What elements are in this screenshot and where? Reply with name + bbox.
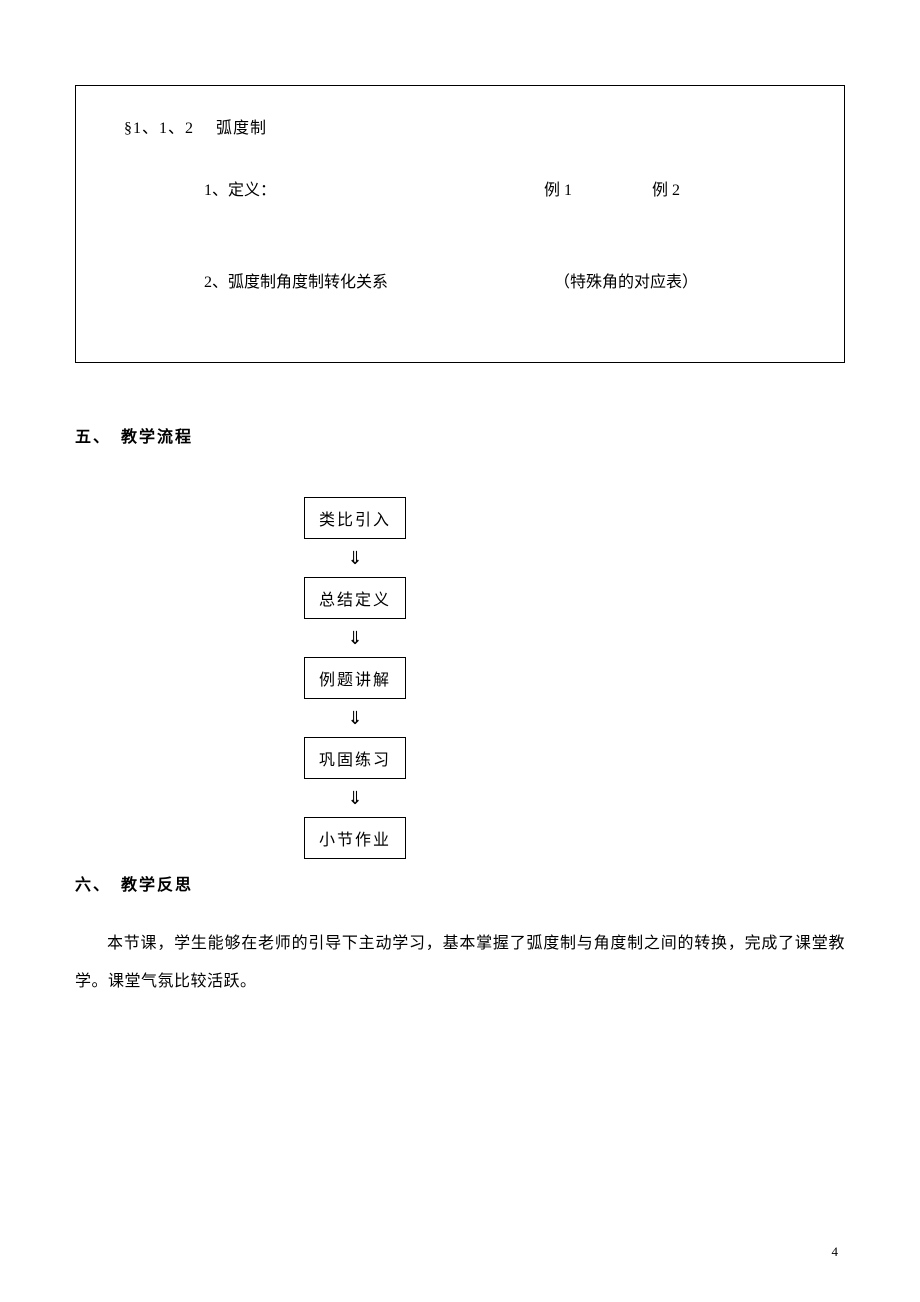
outline-row2-right: （特殊角的对应表） bbox=[544, 268, 698, 292]
flow-step-1: 类比引入 bbox=[304, 497, 406, 539]
section-6-heading: 六、 教学反思 bbox=[75, 871, 845, 895]
outline-box: §1、1、2 弧度制 1、定义： 例 1 例 2 2、弧度制角度制转化关系 （特… bbox=[75, 85, 845, 363]
reflection-paragraph: 本节课，学生能够在老师的引导下主动学习，基本掌握了弧度制与角度制之间的转换，完成… bbox=[75, 925, 845, 1002]
flow-arrow-icon: ⇓ bbox=[347, 789, 362, 807]
flow-step-4: 巩固练习 bbox=[304, 737, 406, 779]
flow-arrow-icon: ⇓ bbox=[347, 549, 362, 567]
flow-step-3: 例题讲解 bbox=[304, 657, 406, 699]
outline-row-1: 1、定义： 例 1 例 2 bbox=[124, 176, 804, 200]
outline-title: §1、1、2 弧度制 bbox=[124, 114, 804, 138]
section-5-heading: 五、 教学流程 bbox=[75, 423, 845, 447]
outline-row1-left: 1、定义： bbox=[124, 176, 544, 200]
example-1-label: 例 1 bbox=[544, 176, 572, 200]
outline-row-2: 2、弧度制角度制转化关系 （特殊角的对应表） bbox=[124, 268, 804, 292]
page-container: §1、1、2 弧度制 1、定义： 例 1 例 2 2、弧度制角度制转化关系 （特… bbox=[0, 0, 920, 1002]
outline-row1-right: 例 1 例 2 bbox=[544, 176, 680, 200]
example-2-label: 例 2 bbox=[652, 176, 680, 200]
flow-arrow-icon: ⇓ bbox=[347, 629, 362, 647]
page-number: 4 bbox=[832, 1244, 839, 1260]
flow-step-5: 小节作业 bbox=[304, 817, 406, 859]
outline-row2-left: 2、弧度制角度制转化关系 bbox=[124, 268, 544, 292]
flow-step-2: 总结定义 bbox=[304, 577, 406, 619]
flowchart: 类比引入 ⇓ 总结定义 ⇓ 例题讲解 ⇓ 巩固练习 ⇓ 小节作业 bbox=[290, 497, 420, 859]
flow-arrow-icon: ⇓ bbox=[347, 709, 362, 727]
